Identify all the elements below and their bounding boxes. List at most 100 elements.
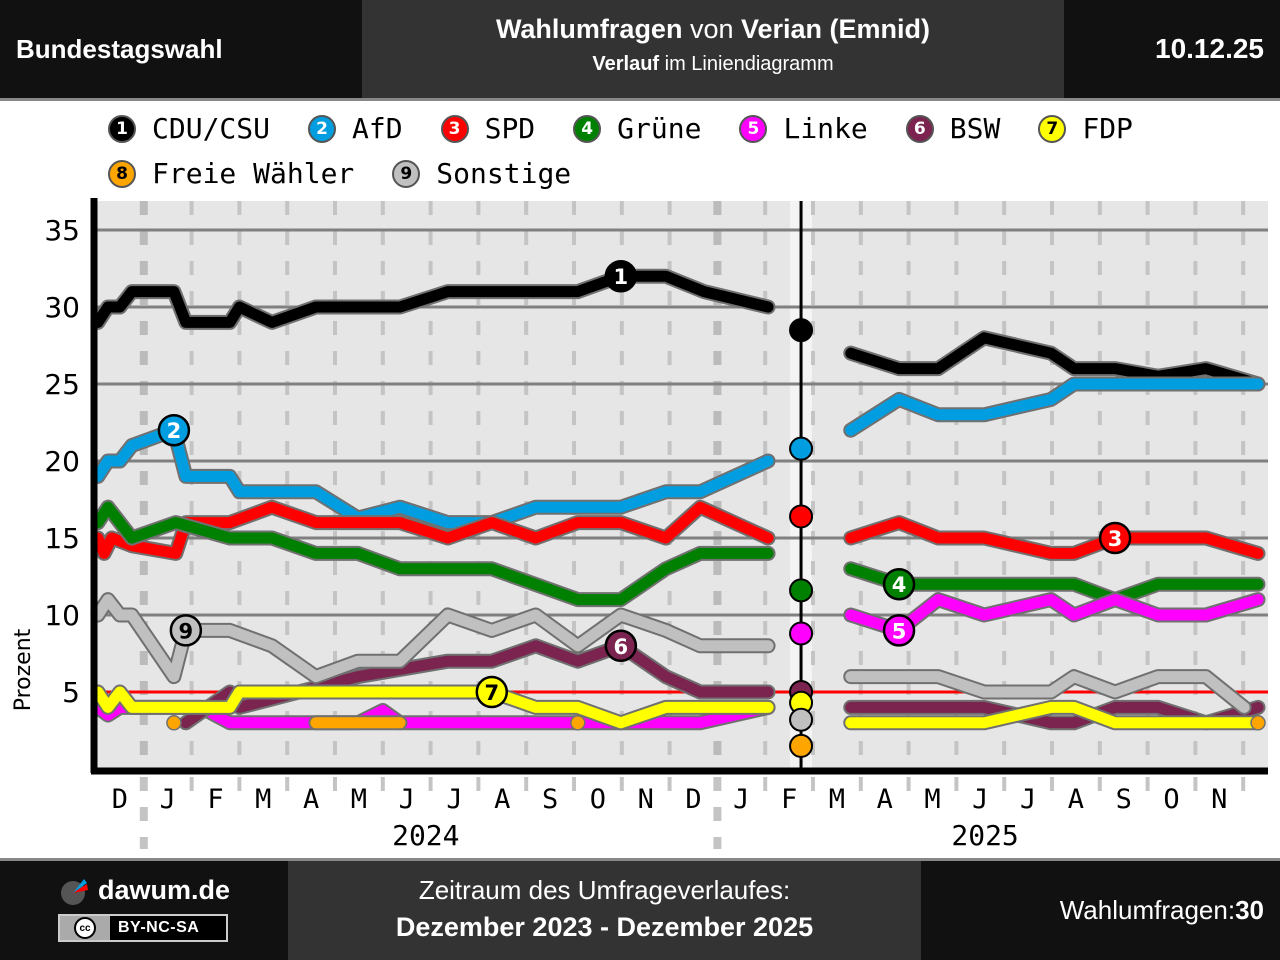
series-number-badge <box>604 259 638 293</box>
series-line-afd[interactable] <box>845 378 1264 436</box>
y-tick-label: 35 <box>44 214 80 247</box>
x-tick-label: A <box>877 784 893 815</box>
series-line-linke[interactable] <box>845 594 1264 636</box>
chart-title: Wahlumfragen von Verian (Emnid) <box>362 14 1064 45</box>
x-tick-label: M <box>255 784 271 815</box>
x-tick-label: A <box>494 784 510 815</box>
legend-badge: 5 <box>739 114 768 143</box>
election-result-dot[interactable] <box>789 621 814 646</box>
election-result-dot[interactable] <box>789 318 814 343</box>
header-divider <box>0 98 1280 101</box>
legend-label: FDP <box>1082 112 1133 145</box>
x-tick-label: A <box>303 784 319 815</box>
legend-item-spd[interactable]: 3 SPD <box>440 112 536 145</box>
series-line-spd[interactable] <box>845 517 1264 559</box>
y-tick-label: 5 <box>62 676 80 709</box>
x-tick-label: J <box>972 784 988 815</box>
series-line-gr-ne[interactable] <box>92 501 774 606</box>
x-tick-label: D <box>685 784 701 815</box>
x-tick-label: O <box>590 784 606 815</box>
legend-badge: 6 <box>905 114 934 143</box>
pollster-name: Verian (Emnid) <box>741 14 931 44</box>
series-number-label: 5 <box>892 619 907 643</box>
legend-label: Linke <box>783 112 868 145</box>
footer-period: Zeitraum des Umfrageverlaufes: Dezember … <box>288 861 921 960</box>
period-value: Dezember 2023 - Dezember 2025 <box>395 912 814 942</box>
series-number-label: 7 <box>484 681 499 705</box>
series-number-badge <box>1098 521 1132 555</box>
series-number-badge <box>475 675 509 709</box>
series-line-sonstige[interactable] <box>92 594 774 683</box>
y-tick-label: 15 <box>44 522 80 555</box>
election-result-dot[interactable] <box>789 707 814 732</box>
x-tick-label: M <box>924 784 940 815</box>
y-tick-label: 30 <box>44 291 80 324</box>
y-tick-label: 25 <box>44 368 80 401</box>
license-text: BY-NC-SA <box>118 919 200 936</box>
series-point-freie-w-hler[interactable] <box>570 715 586 731</box>
x-tick-label: J <box>446 784 462 815</box>
series-number-badge <box>882 567 916 601</box>
license-badge[interactable]: cc BY-NC-SA <box>58 914 228 942</box>
x-tick-label: J <box>1020 784 1036 815</box>
election-result-dot[interactable] <box>789 733 814 758</box>
election-result-dot[interactable] <box>789 436 814 461</box>
legend-label: Sonstige <box>436 157 572 190</box>
y-tick-label: 10 <box>44 599 80 632</box>
year-label: 2024 <box>392 819 459 852</box>
x-tick-label: M <box>351 784 367 815</box>
legend-item-sonstige[interactable]: 9 Sonstige <box>392 157 571 190</box>
series-number-label: 6 <box>614 635 629 659</box>
x-tick-label: J <box>733 784 749 815</box>
footer-poll-count: Wahlumfragen: 30 <box>921 861 1280 960</box>
x-tick-label: S <box>1116 784 1132 815</box>
legend-badge: 1 <box>108 114 136 143</box>
period-label: Zeitraum des Umfrageverlaufes: <box>418 875 791 905</box>
legend-label: AfD <box>352 112 403 145</box>
series-number-label: 9 <box>179 619 194 643</box>
header-title-block: Wahlumfragen von Verian (Emnid) Verlauf … <box>362 0 1064 98</box>
x-tick-label: M <box>829 784 845 815</box>
legend-item-cdu-csu[interactable]: 1 CDU/CSU <box>108 112 270 145</box>
cc-icon-bg: cc <box>60 916 110 940</box>
footer-branding: dawum.de cc BY-NC-SA <box>0 861 288 960</box>
election-result-dot[interactable] <box>789 578 814 603</box>
legend-item-linke[interactable]: 5 Linke <box>739 112 868 145</box>
legend-label: SPD <box>484 112 536 145</box>
series-line-afd[interactable] <box>92 424 774 529</box>
series-point-freie-w-hler[interactable] <box>166 715 182 731</box>
series-line-fdp[interactable] <box>845 701 1264 729</box>
legend-item-gruene[interactable]: 4 Grüne <box>573 112 701 145</box>
x-tick-label: J <box>160 784 176 815</box>
y-tick-label: 20 <box>44 445 80 478</box>
y-axis-title: Prozent <box>11 628 36 711</box>
poll-count-label: Wahlumfragen: <box>1059 895 1236 925</box>
header: Bundestagswahl Wahlumfragen von Verian (… <box>0 0 1280 98</box>
header-election-title: Bundestagswahl <box>0 0 362 98</box>
legend-item-freie-waehler[interactable]: 8 Freie Wähler <box>108 157 354 190</box>
x-tick-label: F <box>207 784 223 815</box>
legend-item-fdp[interactable]: 7 FDP <box>1038 112 1133 145</box>
x-tick-label: N <box>638 784 654 815</box>
cc-icon: cc <box>74 917 96 939</box>
legend-label: Grüne <box>617 112 702 145</box>
series-line-fdp[interactable] <box>92 686 774 729</box>
series-number-label: 3 <box>1108 527 1123 551</box>
election-result-dot[interactable] <box>789 504 814 529</box>
series-number-label: 1 <box>614 265 629 289</box>
legend-label: CDU/CSU <box>152 112 271 145</box>
dawum-logo[interactable]: dawum.de <box>60 875 230 906</box>
x-tick-label: O <box>1163 784 1179 815</box>
legend-item-bsw[interactable]: 6 BSW <box>905 112 1000 145</box>
legend-row-2: 8 Freie Wähler 9 Sonstige <box>108 151 1208 196</box>
x-tick-label: D <box>112 784 128 815</box>
footer-divider <box>0 858 1280 861</box>
legend-item-afd[interactable]: 2 AfD <box>308 112 403 145</box>
series-line-sonstige[interactable] <box>845 671 1250 713</box>
series-number-badge <box>157 413 191 447</box>
series-point-freie-w-hler[interactable] <box>1250 715 1266 731</box>
series-line-cdu-csu[interactable] <box>845 332 1264 390</box>
